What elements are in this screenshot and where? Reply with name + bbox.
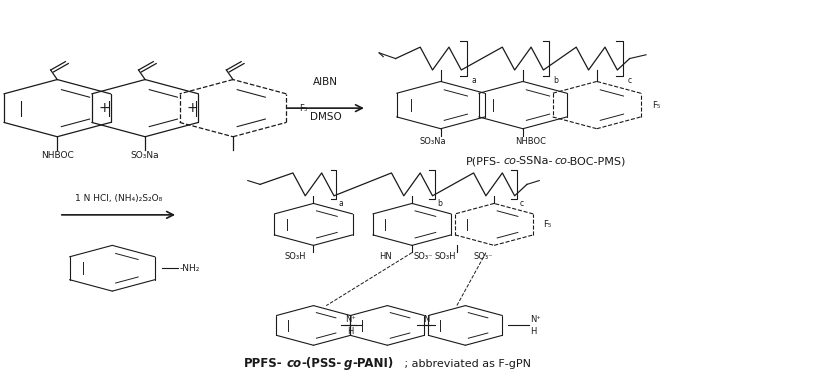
Text: -BOC-PMS): -BOC-PMS) bbox=[566, 156, 625, 166]
Text: DMSO: DMSO bbox=[310, 112, 342, 122]
Text: HN: HN bbox=[379, 252, 391, 261]
Text: SO₃Na: SO₃Na bbox=[419, 137, 446, 146]
Text: NHBOC: NHBOC bbox=[41, 151, 73, 160]
Text: ; abbreviated as F-gPN: ; abbreviated as F-gPN bbox=[401, 359, 531, 369]
Text: c: c bbox=[627, 76, 631, 85]
Text: co: co bbox=[555, 156, 568, 166]
Text: SO₃⁻: SO₃⁻ bbox=[474, 252, 493, 261]
Text: -NH₂: -NH₂ bbox=[180, 264, 200, 273]
Text: -SSNa-: -SSNa- bbox=[516, 156, 553, 166]
Text: H: H bbox=[347, 327, 353, 336]
Text: -PANI): -PANI) bbox=[353, 357, 394, 370]
Text: b: b bbox=[553, 76, 558, 85]
Text: co: co bbox=[503, 156, 516, 166]
Text: NHBOC: NHBOC bbox=[516, 137, 546, 146]
Text: N⁺: N⁺ bbox=[531, 315, 541, 324]
Text: N⁺: N⁺ bbox=[345, 314, 356, 324]
Text: AIBN: AIBN bbox=[313, 77, 339, 87]
Text: g: g bbox=[344, 357, 352, 370]
Text: SO₃⁻: SO₃⁻ bbox=[414, 252, 433, 261]
Text: a: a bbox=[339, 199, 344, 208]
Text: F₅: F₅ bbox=[652, 101, 660, 109]
Text: F₅: F₅ bbox=[543, 220, 551, 229]
Text: a: a bbox=[471, 76, 476, 85]
Text: SO₃H: SO₃H bbox=[435, 252, 456, 261]
Text: SO₃Na: SO₃Na bbox=[131, 151, 159, 160]
Text: +: + bbox=[98, 101, 110, 115]
Text: c: c bbox=[520, 199, 524, 208]
Text: 1 N HCl, (NH₄)₂S₂O₈: 1 N HCl, (NH₄)₂S₂O₈ bbox=[75, 194, 162, 204]
Text: +: + bbox=[186, 101, 198, 115]
Text: co: co bbox=[287, 357, 302, 370]
Text: F₅: F₅ bbox=[298, 104, 307, 113]
Text: P(PFS-: P(PFS- bbox=[466, 156, 500, 166]
Text: b: b bbox=[438, 199, 442, 208]
Text: PPFS-: PPFS- bbox=[244, 357, 283, 370]
Text: N: N bbox=[424, 315, 429, 324]
Text: -(PSS-: -(PSS- bbox=[301, 357, 341, 370]
Text: SO₃H: SO₃H bbox=[284, 252, 307, 261]
Text: H: H bbox=[531, 327, 536, 336]
